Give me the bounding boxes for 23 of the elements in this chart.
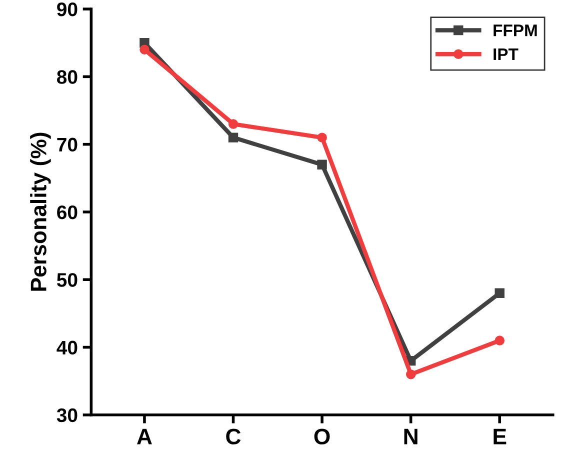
point [317,160,327,170]
y-tick-label: 80 [56,70,78,84]
x-tick-label: A [137,428,152,444]
point [317,132,327,142]
y-tick-label: 30 [56,408,78,422]
x-tick-label: E [494,428,506,444]
legend-label: FFPM [494,24,537,36]
point [228,119,238,129]
x-tick-label: N [404,428,418,444]
legend-label: IPT [494,48,518,60]
x-tick-label: O [314,428,330,444]
y-tick-label: 50 [56,273,78,287]
point [228,132,238,142]
y-axis-title: Personality (%) [30,132,51,291]
point [494,336,504,346]
y-tick-label: 60 [57,205,78,220]
x-tick-label: C [226,428,241,444]
point [140,44,150,54]
y-tick-label: 70 [57,138,78,152]
y-tick-label: 90 [57,2,78,16]
point [494,288,504,298]
y-tick-label: 40 [56,340,78,355]
point [406,369,416,380]
